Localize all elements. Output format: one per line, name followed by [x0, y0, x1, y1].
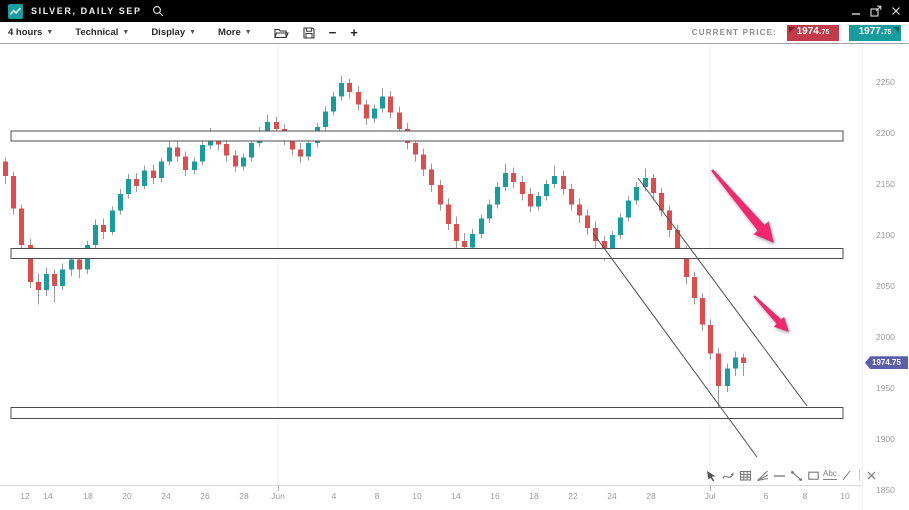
price-chart: [3, 44, 844, 485]
search-icon[interactable]: [152, 5, 164, 17]
chart-toolbar: 4 hours ▼ Technical ▼ Display ▼ More ▼ − + C…: [0, 22, 909, 44]
x-axis-label: 24: [607, 491, 617, 501]
channel-upper: [637, 177, 808, 407]
ask-price-badge: 1977. 75: [849, 24, 901, 41]
diagonal-line-tool-icon[interactable]: [840, 468, 854, 482]
x-axis-label: 10: [412, 491, 422, 501]
x-axis-label: 28: [646, 491, 656, 501]
rectangle-tool-icon[interactable]: [806, 468, 820, 482]
y-axis-label: 1950: [876, 383, 895, 393]
x-axis-label: 10: [840, 491, 850, 501]
app-logo-icon: [8, 3, 23, 19]
x-axis-label: 12: [20, 491, 30, 501]
curve-tool-icon[interactable]: [721, 468, 735, 482]
price-zones: [10, 130, 844, 420]
x-axis-label: 8: [374, 491, 380, 501]
x-axis-label: 6: [763, 491, 769, 501]
annotation-arrows: [711, 169, 789, 332]
chevron-down-icon: ▼: [122, 29, 130, 36]
time-axis[interactable]: 12 14 18 20 24 26 28 Jun 4 8 10 14 16 18 22 24 28 Jul 6 8 10: [0, 485, 862, 510]
popout-button[interactable]: [870, 5, 882, 17]
bid-price-main: 1974.: [796, 25, 822, 37]
candles: [3, 75, 746, 408]
y-axis-label: 1850: [876, 485, 895, 495]
ask-price-decimals: 75: [883, 28, 892, 36]
chart-title: SILVER, DAILY SEP: [31, 6, 142, 16]
x-axis-tick: [710, 486, 711, 491]
more-menu[interactable]: More ▼: [218, 27, 252, 38]
cursor-tool-icon[interactable]: [704, 468, 718, 482]
x-axis-label: 26: [200, 491, 210, 501]
y-axis-label: 2000: [876, 332, 895, 342]
toolbar-divider: [858, 469, 860, 481]
channel-trendlines: [592, 177, 808, 458]
x-axis-label: 22: [568, 491, 578, 501]
technical-menu[interactable]: Technical ▼: [75, 27, 130, 38]
zone-resistance-upper: [10, 130, 844, 142]
chevron-down-icon: ▼: [189, 29, 197, 36]
x-axis-label: 4: [331, 491, 337, 501]
drawing-toolbar: Abc: [704, 467, 879, 483]
x-axis-label: Jun: [271, 491, 285, 501]
fan-lines-tool-icon[interactable]: [755, 468, 769, 482]
last-price-tag: 1974.75: [865, 356, 908, 370]
x-axis-label: 24: [161, 491, 171, 501]
x-axis-label: 8: [802, 491, 808, 501]
zone-support-lower: [10, 406, 844, 420]
horizontal-line-tool-icon[interactable]: [772, 468, 786, 482]
zoom-in-button[interactable]: +: [350, 25, 358, 40]
small-down-arrow: [753, 295, 789, 332]
chevron-down-icon: ▼: [46, 29, 54, 36]
close-toolbar-icon[interactable]: [865, 468, 879, 482]
chevron-down-icon: ▼: [244, 29, 252, 36]
x-axis-label: 16: [490, 491, 500, 501]
x-axis-label: 14: [43, 491, 53, 501]
x-axis-label: 28: [239, 491, 249, 501]
bid-price-badge: 1974. 75: [787, 24, 839, 41]
x-axis-label: 18: [529, 491, 539, 501]
x-axis-label: 20: [122, 491, 132, 501]
y-axis-label: 2050: [876, 281, 895, 291]
current-price-label: CURRENT PRICE:: [691, 28, 777, 37]
open-folder-icon[interactable]: [273, 27, 289, 39]
x-axis-label: Jul: [704, 491, 716, 501]
x-axis-label: 14: [451, 491, 461, 501]
save-icon[interactable]: [303, 26, 315, 39]
y-axis-label: 2200: [876, 128, 895, 138]
text-tool[interactable]: Abc: [823, 469, 837, 480]
y-axis-label: 2100: [876, 230, 895, 240]
price-axis[interactable]: 1974.75 2250 2200 2150 2100 2050 2000 1950 1900…: [862, 44, 909, 510]
timeframe-dropdown[interactable]: 4 hours ▼: [8, 27, 54, 38]
ask-price-main: 1977.: [858, 25, 884, 37]
channel-lower: [592, 232, 758, 458]
grid-tool-icon[interactable]: [738, 468, 752, 482]
display-menu[interactable]: Display ▼: [151, 27, 197, 38]
y-axis-label: 1900: [876, 434, 895, 444]
close-window-button[interactable]: [891, 6, 901, 16]
y-axis-label: 2150: [876, 179, 895, 189]
title-bar: SILVER, DAILY SEP: [0, 0, 909, 22]
zoom-out-button[interactable]: −: [328, 25, 337, 40]
x-axis-tick: [278, 486, 279, 491]
y-axis-label: 2250: [876, 77, 895, 87]
x-axis-label: 18: [83, 491, 93, 501]
trendline-tool-icon[interactable]: [789, 468, 803, 482]
bid-price-decimals: 75: [821, 28, 830, 36]
minimize-button[interactable]: [851, 6, 861, 16]
chart-canvas[interactable]: [0, 44, 862, 485]
zone-resistance-mid: [10, 247, 844, 260]
big-down-arrow: [711, 169, 774, 243]
